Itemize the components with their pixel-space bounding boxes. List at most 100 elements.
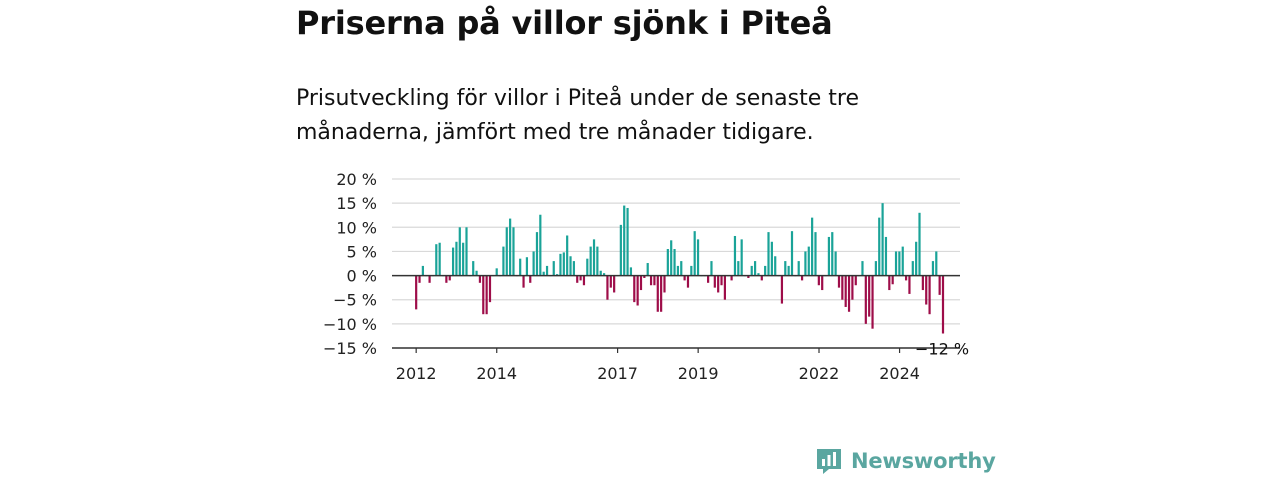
bar xyxy=(918,212,921,276)
bar xyxy=(435,244,438,276)
bar xyxy=(438,242,441,276)
bar xyxy=(861,261,864,276)
bar xyxy=(787,265,790,276)
bar xyxy=(901,246,904,276)
bar xyxy=(589,246,592,276)
bar xyxy=(529,275,532,283)
bar xyxy=(717,275,720,293)
bar xyxy=(613,275,616,293)
bar xyxy=(592,239,596,276)
bar xyxy=(451,247,455,276)
bar xyxy=(915,241,918,276)
bar xyxy=(780,275,784,304)
bar xyxy=(609,275,612,288)
bar xyxy=(764,265,767,276)
y-axis-labels: 20 % 15 % 10 % 5 % 0 % −5 % −10 % −15 % xyxy=(323,170,377,358)
bar xyxy=(881,203,884,276)
x-tick-label: 2022 xyxy=(799,364,840,383)
bar xyxy=(904,275,908,281)
bar xyxy=(707,275,710,283)
bar xyxy=(938,275,941,295)
bar xyxy=(921,275,924,291)
bar xyxy=(841,275,844,300)
bar xyxy=(582,275,586,286)
bar xyxy=(478,275,482,283)
bar xyxy=(636,275,639,306)
bar xyxy=(445,275,448,283)
bar xyxy=(522,275,525,288)
bar xyxy=(747,275,750,278)
y-tick-label: 20 % xyxy=(336,170,377,189)
bar xyxy=(465,227,468,276)
bar xyxy=(844,275,847,307)
bar xyxy=(458,227,461,276)
bar xyxy=(814,232,817,276)
bar xyxy=(871,275,874,329)
bar xyxy=(639,275,643,291)
bar xyxy=(552,261,555,276)
x-tick-label: 2024 xyxy=(879,364,920,383)
bar xyxy=(653,275,656,286)
bar xyxy=(619,224,622,276)
bar xyxy=(532,251,535,276)
bar xyxy=(894,251,898,276)
bar xyxy=(663,275,666,293)
bar xyxy=(559,253,562,276)
bar xyxy=(817,275,820,286)
bar xyxy=(874,261,877,276)
bar xyxy=(790,231,794,276)
bar xyxy=(599,270,602,276)
bar xyxy=(472,261,475,276)
bar xyxy=(696,239,700,276)
axes xyxy=(392,274,960,349)
bar xyxy=(750,265,753,276)
bar xyxy=(686,275,690,288)
brand-name: Newsworthy xyxy=(851,449,996,473)
bar xyxy=(485,275,488,315)
bar xyxy=(656,275,659,312)
bar xyxy=(908,275,911,294)
bar xyxy=(730,275,733,281)
bar xyxy=(837,275,841,288)
bar xyxy=(831,232,834,276)
bar-chart: 20 %15 %10 %5 %0 %−5 %−10 %−15 % 2012 201… xyxy=(323,170,969,383)
bar xyxy=(519,258,522,276)
bar xyxy=(690,265,693,276)
bar xyxy=(827,236,831,276)
bar xyxy=(569,256,572,276)
bar xyxy=(488,275,492,303)
bar xyxy=(505,227,508,276)
bar xyxy=(509,218,512,276)
x-axis-labels: 2012 2014 2017 2019 2022 2024 −12 % xyxy=(396,340,969,383)
newsworthy-brand[interactable]: Newsworthy xyxy=(815,447,996,475)
bar xyxy=(666,249,669,276)
bar xyxy=(462,242,465,276)
bar xyxy=(847,275,851,312)
bar xyxy=(428,275,431,283)
bar xyxy=(800,275,804,281)
bar xyxy=(676,265,680,276)
bar xyxy=(482,275,485,315)
bar xyxy=(623,205,626,276)
bar xyxy=(720,275,723,286)
bar xyxy=(502,246,505,276)
bar xyxy=(646,263,649,276)
bar xyxy=(680,261,683,276)
chart-subtitle: Prisutveckling för villor i Piteå under … xyxy=(296,86,859,145)
y-tick-label: −5 % xyxy=(333,291,377,310)
bar xyxy=(767,232,770,276)
bar xyxy=(898,251,901,276)
bar xyxy=(495,268,498,276)
bar xyxy=(888,275,891,291)
bar xyxy=(854,275,857,286)
bar xyxy=(941,275,945,334)
last-value-label: −12 % xyxy=(915,340,969,359)
bar xyxy=(723,275,726,300)
bar xyxy=(448,275,451,281)
newsworthy-logo-icon xyxy=(817,449,841,474)
chart-title: Priserna på villor sjönk i Piteå xyxy=(296,4,833,42)
bar xyxy=(576,275,579,283)
bar xyxy=(539,214,542,276)
y-tick-label: 10 % xyxy=(336,218,377,237)
x-tick-label: 2012 xyxy=(396,364,437,383)
